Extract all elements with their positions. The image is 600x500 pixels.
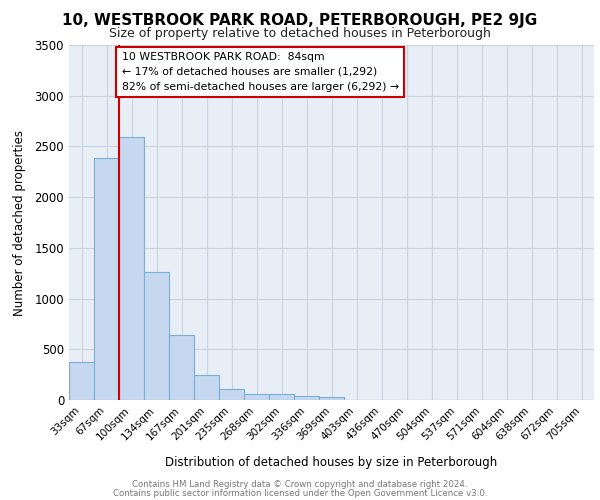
Text: Contains public sector information licensed under the Open Government Licence v3: Contains public sector information licen… xyxy=(113,488,487,498)
Text: Contains HM Land Registry data © Crown copyright and database right 2024.: Contains HM Land Registry data © Crown c… xyxy=(132,480,468,489)
Text: 10, WESTBROOK PARK ROAD, PETERBOROUGH, PE2 9JG: 10, WESTBROOK PARK ROAD, PETERBOROUGH, P… xyxy=(62,12,538,28)
Bar xyxy=(119,138,144,400)
Bar xyxy=(169,335,194,400)
Bar xyxy=(144,272,169,400)
Text: 10 WESTBROOK PARK ROAD:  84sqm
← 17% of detached houses are smaller (1,292)
82% : 10 WESTBROOK PARK ROAD: 84sqm ← 17% of d… xyxy=(121,52,398,92)
Y-axis label: Number of detached properties: Number of detached properties xyxy=(13,130,26,316)
Bar xyxy=(69,362,94,400)
Bar xyxy=(269,394,294,400)
Bar xyxy=(194,375,219,400)
X-axis label: Distribution of detached houses by size in Peterborough: Distribution of detached houses by size … xyxy=(166,456,497,468)
Bar xyxy=(94,158,119,400)
Text: Size of property relative to detached houses in Peterborough: Size of property relative to detached ho… xyxy=(109,28,491,40)
Bar xyxy=(244,394,269,400)
Bar xyxy=(294,396,319,400)
Bar xyxy=(319,397,344,400)
Bar xyxy=(219,390,244,400)
